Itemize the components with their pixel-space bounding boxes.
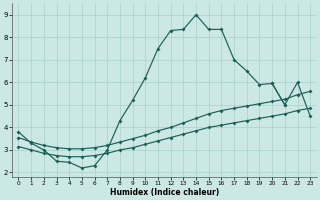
- X-axis label: Humidex (Indice chaleur): Humidex (Indice chaleur): [110, 188, 219, 197]
